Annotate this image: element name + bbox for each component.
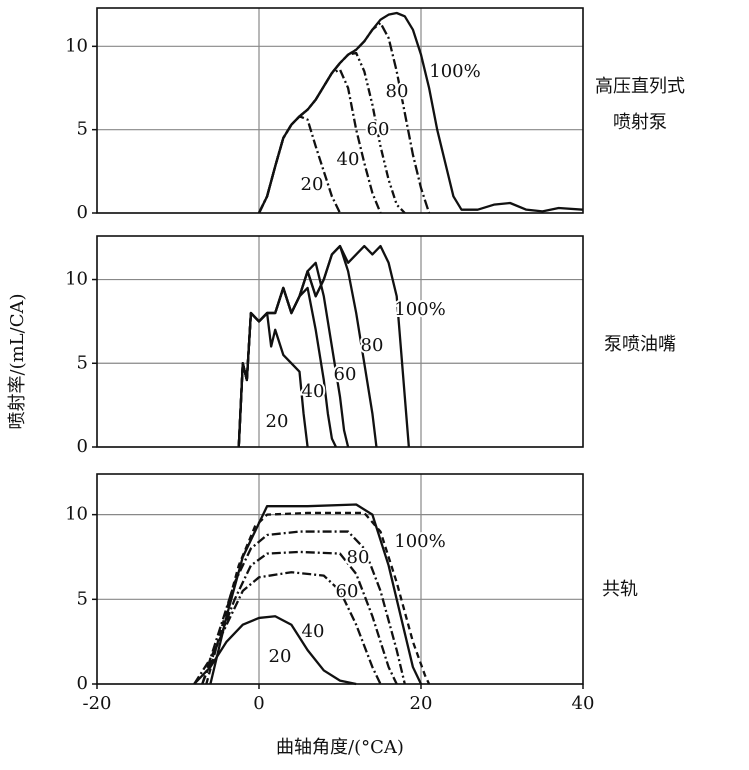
series-label: 20 [301,174,324,195]
series-label: 20 [266,411,289,432]
series-line [237,244,410,448]
series-label: 40 [337,149,360,170]
x-axis-label: 曲轴角度/(°CA) [276,737,404,758]
series-line [257,11,584,214]
y-tick-label: 10 [65,269,88,290]
series-line [201,550,398,685]
series-line [209,503,423,685]
series-label: 60 [367,119,390,140]
plot-frame [96,235,584,448]
plot-frame [96,7,584,214]
panel-title: 共轨 [602,579,638,600]
panel-title: 高压直列式 [595,76,685,97]
panel-title: 泵喷油嘴 [604,334,676,355]
y-tick-label: 0 [77,436,88,457]
series-label: 100% [429,61,480,82]
series-label: 80 [361,335,384,356]
series-line [205,511,431,685]
panel-title: 喷射泵 [613,112,667,133]
series-label: 100% [394,531,445,552]
y-tick-label: 5 [77,588,88,609]
plot-frame [96,473,584,685]
series-line [201,530,406,685]
series-label: 100% [394,299,445,320]
x-tick-label: -20 [83,693,112,714]
series-label: 60 [334,364,357,385]
series-label: 60 [336,581,359,602]
x-tick-label: 20 [410,693,433,714]
series-label: 80 [347,547,370,568]
series-label: 80 [386,81,409,102]
series-label: 40 [302,621,325,642]
y-tick-label: 5 [77,352,88,373]
y-tick-label: 0 [77,202,88,223]
series-label: 40 [302,381,325,402]
x-tick-label: 0 [253,693,264,714]
y-tick-label: 10 [65,35,88,56]
series-line [193,615,357,686]
y-axis-label: 喷射率/(mL/CA) [7,294,28,430]
series-label: 20 [269,646,292,667]
series-line [257,21,431,214]
y-tick-label: 0 [77,673,88,694]
series-line [257,115,342,214]
series-line [237,261,350,448]
x-tick-label: 40 [572,693,595,714]
y-tick-label: 5 [77,119,88,140]
y-tick-label: 10 [65,504,88,525]
